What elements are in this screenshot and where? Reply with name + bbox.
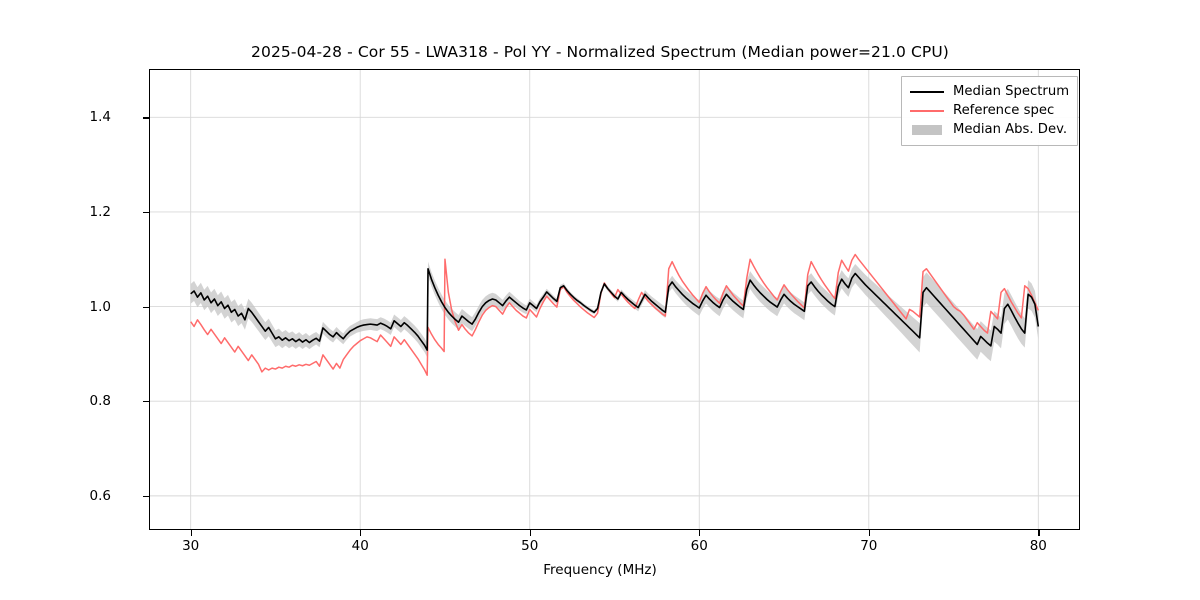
legend-swatch-glyph: [910, 90, 944, 93]
x-tick-label: 50: [521, 538, 539, 554]
x-tick-mark: [699, 530, 701, 536]
reference-spec-line: [190, 253, 1039, 376]
y-tick-mark: [143, 211, 149, 214]
legend-item: Median Abs. Dev.: [910, 120, 1069, 139]
x-tick-label: 60: [690, 538, 708, 554]
legend-line-swatch: [910, 85, 944, 99]
x-tick-mark: [360, 530, 362, 536]
x-tick-mark: [190, 530, 192, 536]
x-tick-mark: [868, 530, 870, 536]
median-spectrum-line: [190, 267, 1040, 351]
legend-item: Reference spec: [910, 101, 1069, 120]
legend-swatch-glyph: [910, 109, 944, 112]
x-tick-label: 30: [182, 538, 200, 554]
x-tick-label: 80: [1029, 538, 1047, 554]
legend-swatch-glyph: [912, 124, 942, 135]
x-tick-label: 70: [860, 538, 878, 554]
y-tick-mark: [143, 117, 149, 119]
x-tick-mark: [529, 530, 531, 536]
x-axis-label: Frequency (MHz): [543, 562, 657, 578]
y-tick-mark: [143, 495, 149, 498]
median-abs-dev-band: [190, 261, 1039, 362]
legend-line-swatch: [910, 104, 944, 118]
legend-band-swatch: [910, 123, 944, 137]
y-tick-label: 1.4: [89, 109, 111, 126]
legend-label: Median Abs. Dev.: [953, 122, 1068, 137]
plot-svg: [150, 70, 1079, 529]
y-tick-label: 0.8: [89, 393, 111, 410]
y-tick-label: 0.6: [89, 487, 111, 504]
legend: Median Spectrum Reference spec Median Abs.…: [901, 76, 1079, 146]
y-tick-mark: [143, 401, 149, 403]
legend-label: Median Spectrum: [953, 84, 1070, 99]
legend-item: Median Spectrum: [910, 82, 1069, 101]
y-tick-label: 1.0: [89, 298, 111, 315]
legend-label: Reference spec: [953, 103, 1055, 118]
chart-title: 2025-04-28 - Cor 55 - LWA318 - Pol YY - …: [251, 43, 949, 61]
y-tick-mark: [143, 306, 149, 308]
x-tick-label: 40: [351, 538, 369, 554]
x-tick-mark: [1038, 530, 1040, 536]
y-tick-label: 1.2: [89, 203, 111, 220]
